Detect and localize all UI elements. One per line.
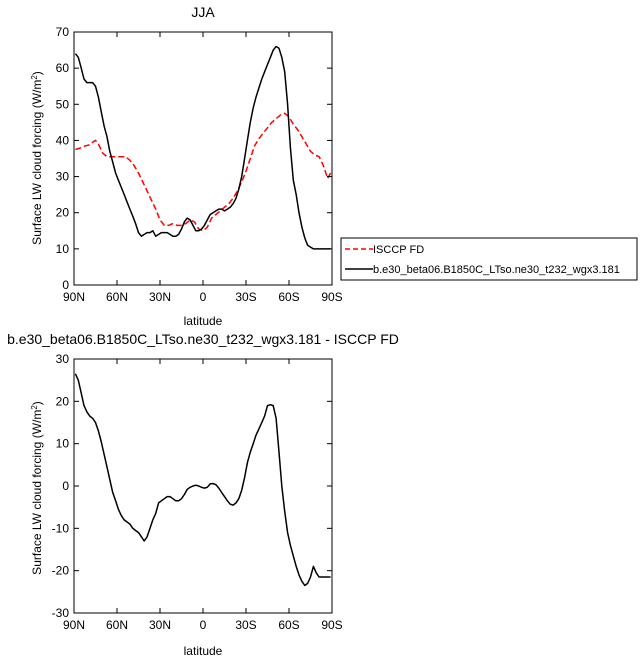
bottom-plot-frame	[73, 358, 333, 614]
bottom-x-tick-label: 90S	[321, 618, 342, 632]
legend-label-isccp: ISCCP FD	[373, 244, 424, 256]
top-y-tick-label: 50	[56, 97, 70, 111]
bottom-plot-area: -30 -20 -10 0 10 20 30 90N 60N 30N 0 30S 60S 90S	[52, 352, 343, 632]
bottom-x-axis-label: latitude	[184, 644, 223, 658]
bottom-chart-title: b.e30_beta06.B1850C_LTso.ne30_t232_wgx3.…	[7, 331, 399, 347]
top-x-tick-label: 30N	[149, 290, 171, 304]
bottom-y-tick-label: 10	[56, 437, 70, 451]
bottom-y-tick-label: 20	[56, 394, 70, 408]
top-y-tick-label: 10	[56, 242, 70, 256]
top-y-axis-label-close: )	[30, 71, 44, 75]
top-y-axis-label-text: Surface LW cloud forcing	[30, 112, 44, 245]
bottom-x-tick-label: 30N	[149, 618, 171, 632]
top-y-tick-label: 20	[56, 206, 70, 220]
top-x-tick-label: 90N	[63, 290, 85, 304]
legend: ISCCP FD b.e30_beta06.B1850C_LTso.ne30_t…	[340, 237, 638, 281]
top-y-tick-label: 30	[56, 170, 70, 184]
bottom-y-axis-label-close: )	[30, 401, 44, 405]
top-x-tick-label: 30S	[235, 290, 256, 304]
top-y-axis-label-sup: 2	[30, 75, 39, 80]
bottom-y-axis-label-text: Surface LW cloud forcing	[30, 442, 44, 575]
bottom-y-tick-label: -10	[52, 521, 70, 535]
top-y-tick-label: 70	[56, 25, 70, 39]
top-y-axis-label: Surface LW cloud forcing (W/m2)	[30, 71, 45, 245]
top-y-tick-label: 60	[56, 61, 70, 75]
legend-label-model: b.e30_beta06.B1850C_LTso.ne30_t232_wgx3.…	[373, 264, 620, 276]
bottom-x-tick-label: 0	[200, 618, 207, 632]
bottom-y-axis-label: Surface LW cloud forcing (W/m2)	[30, 401, 45, 575]
bottom-y-axis-label-sup: 2	[30, 405, 39, 410]
bottom-y-tick-label: -20	[52, 564, 70, 578]
top-y-axis-label-unit: (W/m	[30, 80, 44, 109]
bottom-y-tick-label: 0	[62, 479, 69, 493]
top-series-1-line	[74, 45, 331, 250]
top-x-tick-label: 0	[200, 290, 207, 304]
bottom-x-tick-label: 30S	[235, 618, 256, 632]
bottom-y-tick-label: -30	[52, 606, 70, 620]
bottom-x-tick-label: 60N	[106, 618, 128, 632]
top-panel: JJA Surface LW cloud forcing (W/m2) 0 10 2…	[30, 4, 343, 328]
top-x-axis-label: latitude	[184, 314, 223, 328]
top-x-tick-label: 60N	[106, 290, 128, 304]
bottom-series-0-line	[74, 373, 331, 587]
top-plot-frame	[73, 31, 333, 286]
top-y-tick-label: 0	[62, 278, 69, 292]
top-x-tick-label: 60S	[278, 290, 299, 304]
bottom-x-tick-label: 90N	[63, 618, 85, 632]
bottom-panel: b.e30_beta06.B1850C_LTso.ne30_t232_wgx3.…	[7, 331, 399, 658]
bottom-y-tick-label: 30	[56, 352, 70, 366]
top-x-tick-label: 90S	[321, 290, 342, 304]
top-y-tick-label: 40	[56, 133, 70, 147]
bottom-x-tick-label: 60S	[278, 618, 299, 632]
bottom-y-axis-label-unit: (W/m	[30, 410, 44, 439]
top-plot-area: 0 10 20 30 40 50 60 70 90N 60N 30N 0 30S 60S 90S	[56, 25, 343, 304]
legend-box	[340, 237, 638, 281]
top-chart-title: JJA	[191, 4, 215, 20]
